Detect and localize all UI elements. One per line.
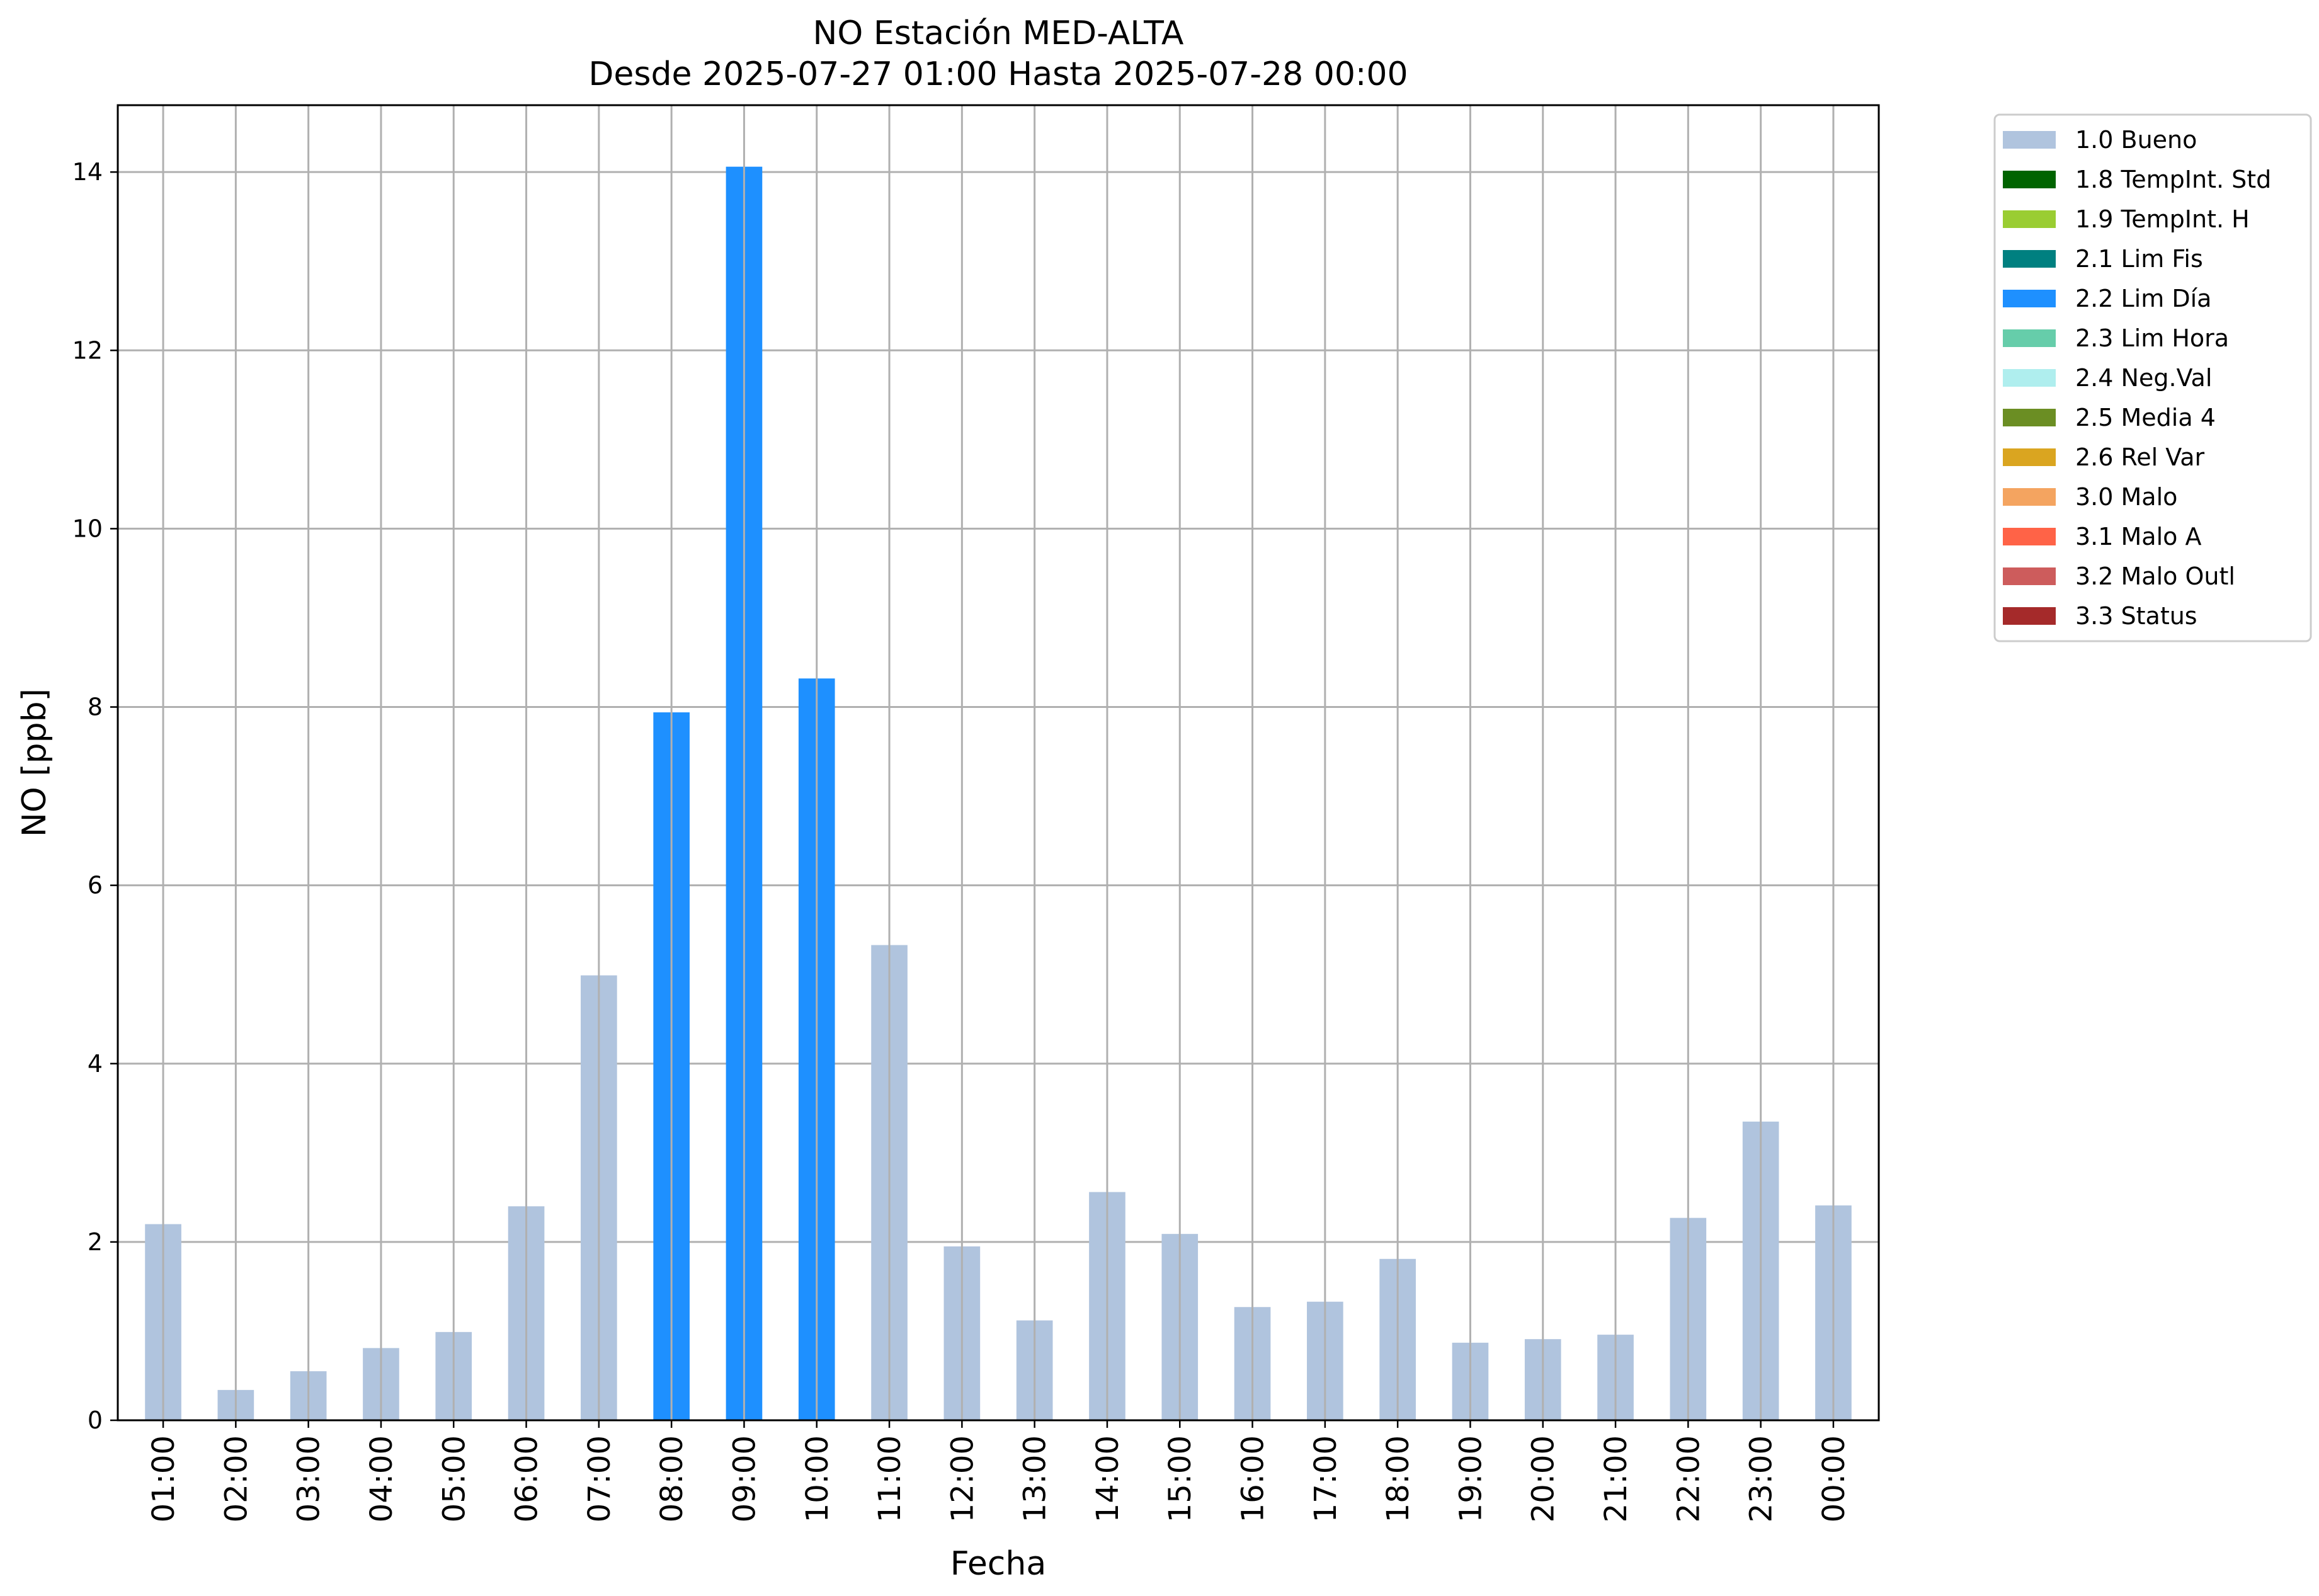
x-tick-label: 08:00 xyxy=(654,1435,690,1522)
plot-frame xyxy=(117,104,1880,1422)
x-tick-label: 02:00 xyxy=(219,1435,254,1522)
x-tick-label: 05:00 xyxy=(436,1435,472,1522)
x-tick-label: 07:00 xyxy=(582,1435,617,1522)
x-tick-label: 21:00 xyxy=(1598,1435,1634,1522)
x-tick-label: 12:00 xyxy=(945,1435,980,1522)
legend-swatch xyxy=(2003,250,2056,268)
legend-label: 1.8 TempInt. Std xyxy=(2075,166,2271,193)
x-tick-label: 11:00 xyxy=(872,1435,908,1522)
legend: 1.0 Bueno 1.8 TempInt. Std 1.9 TempInt. H 2… xyxy=(1993,113,2312,642)
y-tick-label: 12 xyxy=(72,336,103,364)
legend-label: 2.6 Rel Var xyxy=(2075,443,2205,471)
x-tick-label: 16:00 xyxy=(1236,1435,1271,1522)
legend-swatch xyxy=(2003,448,2056,466)
x-tick-label: 18:00 xyxy=(1381,1435,1416,1522)
x-tick-label: 22:00 xyxy=(1671,1435,1706,1522)
y-tick-label: 2 xyxy=(88,1228,103,1256)
legend-swatch xyxy=(2003,290,2056,307)
chart-subtitle: Desde 2025-07-27 01:00 Hasta 2025-07-28 … xyxy=(588,55,1408,93)
legend-label: 3.0 Malo xyxy=(2075,483,2177,511)
legend-swatch xyxy=(2003,329,2056,347)
x-tick-label: 14:00 xyxy=(1090,1435,1125,1522)
x-tick-label: 17:00 xyxy=(1308,1435,1343,1522)
legend-swatch xyxy=(2003,131,2056,149)
y-tick-label: 4 xyxy=(88,1050,103,1078)
x-tick-label: 19:00 xyxy=(1453,1435,1488,1522)
chart-title: NO Estación MED-ALTA xyxy=(813,14,1184,52)
x-tick-label: 20:00 xyxy=(1526,1435,1561,1522)
legend-label: 2.3 Lim Hora xyxy=(2075,324,2229,352)
y-tick-label: 8 xyxy=(88,693,103,721)
x-tick-label: 15:00 xyxy=(1163,1435,1198,1522)
x-tick-label: 10:00 xyxy=(800,1435,835,1522)
legend-swatch xyxy=(2003,409,2056,426)
x-tick-label: 04:00 xyxy=(364,1435,399,1522)
x-tick-label: 13:00 xyxy=(1018,1435,1053,1522)
legend-swatch xyxy=(2003,488,2056,506)
y-axis-label: NO [ppb] xyxy=(16,688,54,837)
y-axis-ticks: 0 2 4 6 8 10 12 14 xyxy=(72,158,118,1434)
y-tick-label: 10 xyxy=(72,515,103,542)
legend-label: 1.9 TempInt. H xyxy=(2075,205,2250,233)
legend-swatch xyxy=(2003,607,2056,625)
x-tick-label: 23:00 xyxy=(1744,1435,1779,1522)
legend-swatch xyxy=(2003,528,2056,545)
y-tick-label: 6 xyxy=(88,872,103,899)
legend-label: 3.3 Status xyxy=(2075,602,2197,630)
x-tick-label: 00:00 xyxy=(1816,1435,1852,1522)
x-tick-label: 06:00 xyxy=(510,1435,545,1522)
legend-swatch xyxy=(2003,567,2056,585)
x-tick-label: 09:00 xyxy=(727,1435,762,1522)
x-axis-label: Fecha xyxy=(950,1545,1046,1583)
legend-label: 2.2 Lim Día xyxy=(2075,285,2211,312)
x-axis-ticks: 01:00 02:00 03:00 04:00 05:00 06:00 07:00 08:00… xyxy=(146,1420,1852,1522)
legend-label: 2.5 Media 4 xyxy=(2075,404,2216,431)
legend-label: 2.1 Lim Fis xyxy=(2075,245,2203,273)
legend-label: 3.1 Malo A xyxy=(2075,523,2201,550)
legend-label: 1.0 Bueno xyxy=(2075,126,2197,154)
y-tick-label: 0 xyxy=(88,1406,103,1434)
x-tick-label: 01:00 xyxy=(146,1435,181,1522)
legend-swatch xyxy=(2003,369,2056,387)
legend-box xyxy=(1993,113,2312,642)
y-tick-label: 14 xyxy=(72,158,103,186)
bars xyxy=(145,166,1852,1421)
x-tick-label: 03:00 xyxy=(292,1435,327,1522)
legend-label: 3.2 Malo Outl xyxy=(2075,562,2235,590)
legend-swatch xyxy=(2003,210,2056,228)
legend-swatch xyxy=(2003,171,2056,188)
legend-label: 2.4 Neg.Val xyxy=(2075,364,2212,392)
